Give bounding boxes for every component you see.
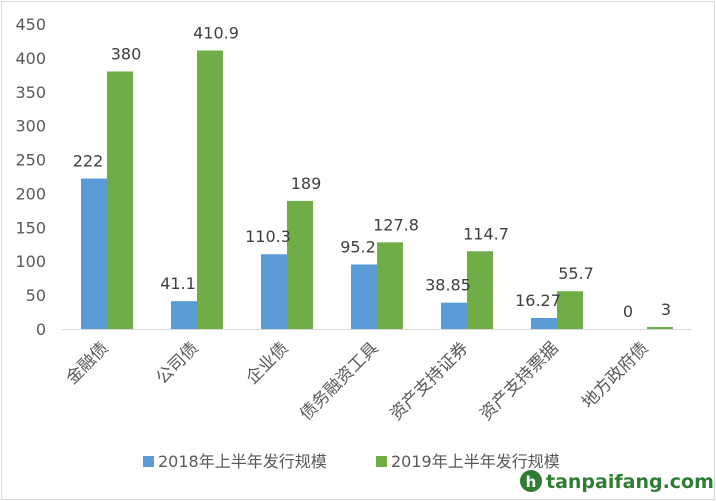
data-label: 114.7 [463, 224, 509, 243]
y-tick-label: 350 [15, 83, 46, 102]
legend-label: 2018年上半年发行规模 [158, 452, 327, 471]
legend-swatch [143, 456, 154, 467]
bar-2018 [531, 317, 557, 329]
y-tick-label: 150 [15, 218, 46, 237]
watermark-logo-icon [520, 470, 542, 492]
data-label: 110.3 [245, 227, 291, 246]
watermark-badge: h [526, 473, 537, 491]
bar-2018 [261, 254, 287, 329]
bar-2018 [171, 301, 197, 329]
data-labels: 222 380 41.1 410.9 110.3 189 95.2 127.8 38.85 114… [73, 24, 671, 321]
data-label: 410.9 [193, 24, 239, 43]
data-label: 55.7 [558, 264, 594, 283]
y-axis: 0 50 100 150 200 250 300 350 400 450 [15, 15, 46, 339]
data-label: 95.2 [340, 237, 376, 256]
data-label: 38.85 [425, 276, 471, 295]
x-tick-label: 资产支持票据 [476, 338, 562, 424]
bar-2019 [377, 242, 403, 329]
legend-label: 2019年上半年发行规模 [391, 452, 560, 471]
bar-2019 [647, 326, 673, 329]
data-label: 3 [661, 300, 671, 319]
bar-2019 [467, 251, 493, 329]
watermark: h tanpaifang.com [520, 470, 714, 493]
bar-2018 [81, 178, 107, 329]
bars [81, 50, 673, 330]
data-label: 380 [111, 44, 142, 63]
y-tick-label: 200 [15, 184, 46, 203]
x-tick-label: 金融债 [62, 338, 112, 388]
legend-swatch [376, 456, 387, 467]
watermark-text: tanpaifang.com [546, 471, 714, 493]
bar-2019 [107, 71, 133, 329]
bar-2018 [351, 264, 377, 329]
data-label: 127.8 [373, 215, 419, 234]
bar-2019 [557, 291, 583, 329]
data-label: 41.1 [160, 274, 196, 293]
x-tick-label: 公司债 [152, 338, 202, 388]
bar-2018 [441, 302, 467, 329]
y-tick-label: 0 [36, 320, 46, 339]
bar-2019 [287, 200, 313, 329]
y-tick-label: 300 [15, 117, 46, 136]
data-label: 189 [291, 174, 322, 193]
data-label: 0 [623, 302, 633, 321]
y-tick-label: 50 [26, 286, 46, 305]
x-tick-label: 地方政府债 [578, 338, 652, 412]
x-tick-label: 债务融资工具 [296, 338, 382, 424]
bar-2019 [197, 50, 223, 330]
y-tick-label: 450 [15, 15, 46, 34]
y-tick-label: 250 [15, 151, 46, 170]
x-tick-label: 资产支持证券 [386, 338, 472, 424]
x-axis: 金融债 公司债 企业债 债务融资工具 资产支持证券 资产支持票据 地方政府债 [62, 329, 692, 425]
data-label: 16.27 [515, 291, 561, 310]
legend: 2018年上半年发行规模 2019年上半年发行规模 [143, 452, 560, 471]
y-tick-label: 100 [15, 252, 46, 271]
data-label: 222 [73, 152, 104, 171]
y-tick-label: 400 [15, 49, 46, 68]
x-tick-label: 企业债 [242, 338, 292, 388]
